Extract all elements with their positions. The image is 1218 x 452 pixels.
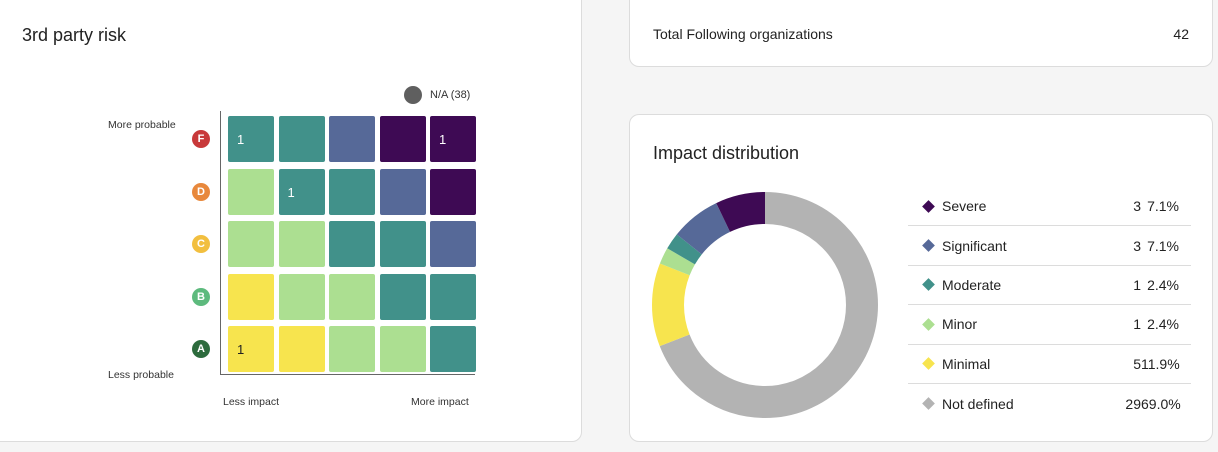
diamond-icon — [922, 199, 935, 213]
risk-cell-c-2[interactable] — [278, 221, 325, 267]
impact-row-percent: 7.1% — [1147, 237, 1179, 254]
risk-cell-b-3[interactable] — [329, 273, 375, 320]
following-count: 42 — [1173, 26, 1189, 42]
donut-slice-severe[interactable] — [652, 192, 878, 418]
risk-cell-b-2[interactable] — [278, 273, 325, 320]
risk-cell-a-4[interactable] — [379, 326, 426, 372]
risk-cell-a-2[interactable] — [278, 326, 325, 372]
impact-row-severe[interactable]: Severe 3 7.1% — [908, 187, 1191, 227]
na-dot-icon — [404, 86, 422, 104]
x-axis-line — [220, 374, 475, 375]
risk-cell-c-4[interactable] — [379, 221, 426, 267]
risk-cell-c-1[interactable] — [228, 221, 274, 267]
impact-row-label: Significant — [942, 237, 1007, 254]
risk-cell-a-5[interactable] — [430, 326, 476, 372]
diamond-icon — [922, 317, 935, 331]
impact-donut-chart — [652, 192, 878, 418]
risk-cell-b-1[interactable] — [228, 273, 274, 320]
risk-grade-b-badge: B — [192, 287, 210, 306]
impact-row-significant[interactable]: Significant 3 7.1% — [908, 226, 1191, 266]
risk-cell-a-3[interactable] — [329, 326, 375, 372]
donut-slice-minimal[interactable] — [652, 192, 878, 418]
risk-cell-d-4[interactable] — [379, 168, 426, 215]
risk-cell-d-1[interactable] — [228, 168, 274, 215]
impact-card-title: Impact distribution — [653, 143, 800, 163]
risk-cell-f-4[interactable] — [379, 116, 426, 162]
na-legend: N/A (38) — [404, 86, 470, 104]
impact-row-percent: 2.4% — [1147, 316, 1179, 333]
impact-row-minimal[interactable]: Minimal 5 11.9% — [908, 345, 1191, 384]
impact-row-count: 1 — [1133, 316, 1141, 333]
impact-distribution-table: Severe 3 7.1% Significant 3 7.1% Moderate 1 2.4%… — [908, 187, 1191, 423]
risk-cell-d-3[interactable] — [329, 168, 375, 215]
x-axis-left-label: Less impact — [223, 396, 280, 408]
impact-row-count: 29 — [1125, 395, 1141, 412]
impact-row-moderate[interactable]: Moderate 1 2.4% — [908, 266, 1191, 306]
risk-cell-b-5[interactable] — [430, 273, 476, 320]
risk-cell-a-1[interactable]: 1 — [228, 326, 274, 372]
diamond-icon — [922, 357, 935, 371]
impact-row-minor[interactable]: Minor 1 2.4% — [908, 305, 1191, 345]
risk-cell-d-5[interactable] — [430, 168, 476, 215]
impact-row-label: Severe — [942, 198, 987, 215]
risk-cell-c-5[interactable] — [430, 221, 476, 267]
y-axis-top-label: More probable — [108, 119, 176, 131]
risk-cell-f-3[interactable] — [329, 116, 375, 162]
following-label: Total Following organizations — [653, 26, 833, 42]
impact-row-label: Minor — [942, 316, 978, 333]
impact-row-percent: 11.9% — [1141, 355, 1180, 372]
impact-row-not-defined[interactable]: Not defined 29 69.0% — [908, 384, 1191, 423]
impact-row-count: 5 — [1133, 355, 1141, 372]
impact-row-percent: 7.1% — [1147, 198, 1179, 215]
risk-card-title: 3rd party risk — [22, 25, 127, 45]
risk-grade-d-badge: D — [192, 182, 210, 201]
impact-row-label: Minimal — [942, 355, 991, 372]
risk-card: 3rd party risk N/A (38) More probable Le… — [0, 0, 582, 442]
risk-grade-a-badge: A — [192, 340, 210, 358]
na-legend-label: N/A (38) — [430, 89, 471, 101]
impact-row-label: Not defined — [942, 395, 1014, 412]
impact-row-count: 3 — [1133, 237, 1141, 254]
impact-card: Impact distribution Severe 3 7.1% Significa… — [629, 114, 1213, 442]
risk-grade-c-badge: C — [192, 235, 210, 253]
risk-cell-b-4[interactable] — [379, 273, 426, 320]
risk-cell-f-1[interactable]: 1 — [228, 116, 274, 162]
impact-row-percent: 2.4% — [1147, 276, 1179, 293]
impact-row-count: 3 — [1133, 198, 1141, 215]
diamond-icon — [922, 397, 935, 411]
risk-grade-f-badge: F — [192, 130, 210, 148]
following-card: Total Following organizations 42 — [629, 0, 1213, 67]
x-axis-right-label: More impact — [411, 396, 469, 408]
impact-row-percent: 69.0% — [1141, 395, 1181, 412]
risk-cell-c-3[interactable] — [329, 221, 375, 267]
risk-cell-f-5[interactable]: 1 — [430, 116, 476, 162]
impact-row-count: 1 — [1133, 276, 1141, 293]
diamond-icon — [922, 239, 935, 252]
diamond-icon — [922, 278, 935, 292]
impact-row-label: Moderate — [942, 276, 1002, 293]
risk-cell-f-2[interactable] — [278, 116, 325, 162]
y-axis-bottom-label: Less probable — [108, 369, 174, 381]
risk-cell-d-2[interactable]: 1 — [278, 168, 325, 215]
y-axis-line — [220, 111, 221, 375]
